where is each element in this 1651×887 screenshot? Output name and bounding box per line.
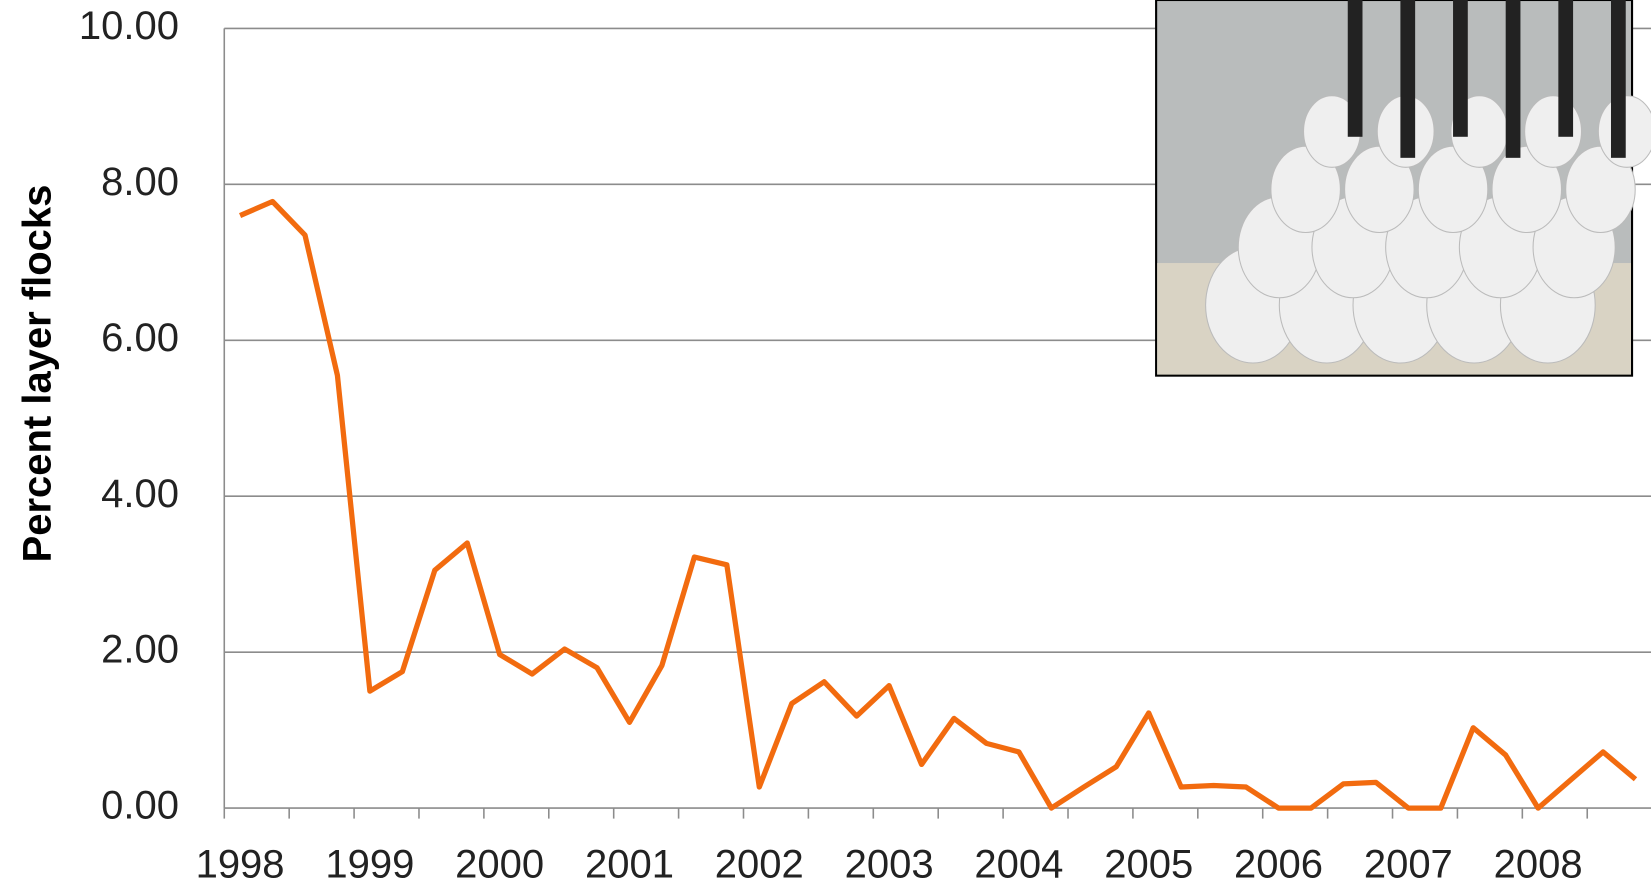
y-tick-label: 0.00 <box>101 784 179 828</box>
pipette <box>1558 0 1573 137</box>
x-tick-label: 2003 <box>845 843 934 887</box>
x-tick-label: 2008 <box>1494 843 1583 887</box>
x-tick-label: 2002 <box>715 843 804 887</box>
y-tick-label: 6.00 <box>101 316 179 360</box>
pipette <box>1506 0 1521 158</box>
page: {"chart_data": { "type": "line", "y_labe… <box>0 0 1651 887</box>
chart: Percent layer flocks 0.00 2.00 4.00 6.00 8.0… <box>0 0 1651 887</box>
y-axis-title: Percent layer flocks <box>16 185 60 563</box>
pipette <box>1400 0 1415 158</box>
photo <box>1156 0 1651 376</box>
x-tick-label: 2000 <box>455 843 544 887</box>
pipette <box>1611 0 1626 158</box>
x-tick-label: 2007 <box>1364 843 1453 887</box>
pipette <box>1453 0 1468 137</box>
x-tick-label: 2001 <box>585 843 674 887</box>
x-tick-label: 2004 <box>974 843 1063 887</box>
y-tick-label: 10.00 <box>79 4 179 48</box>
y-tick-label: 8.00 <box>101 160 179 204</box>
y-tick-label: 4.00 <box>101 472 179 516</box>
y-tick-label: 2.00 <box>101 628 179 672</box>
x-tick-label: 1998 <box>196 843 285 887</box>
x-tick-label: 2006 <box>1234 843 1323 887</box>
x-tick-label: 2005 <box>1104 843 1193 887</box>
x-tick-label: 1999 <box>325 843 414 887</box>
pipette <box>1348 0 1363 137</box>
